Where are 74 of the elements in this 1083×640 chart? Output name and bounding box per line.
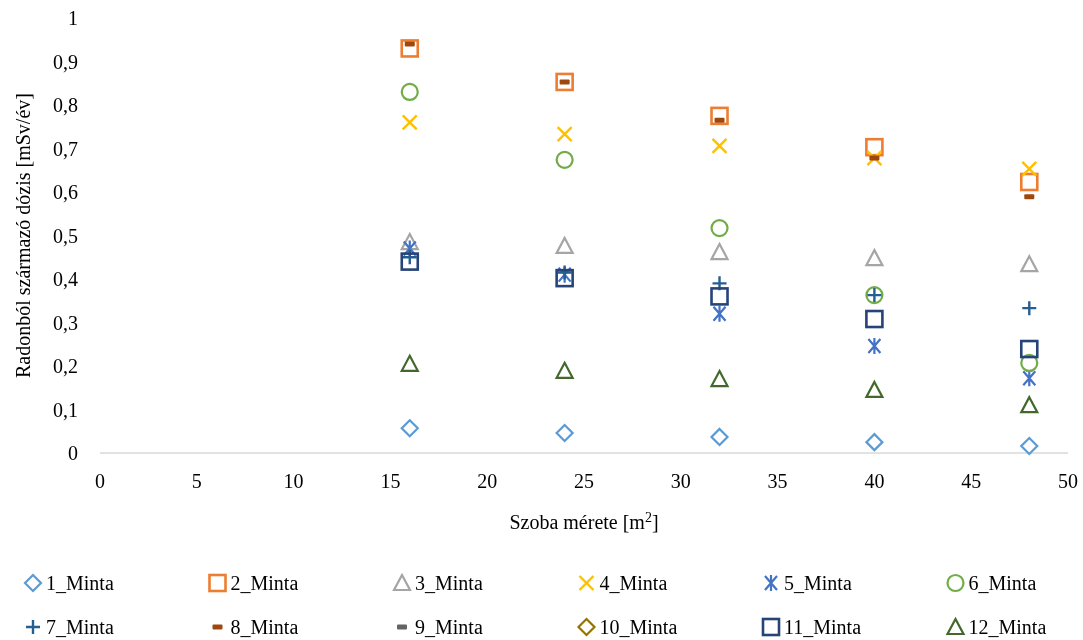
legend-label: 5_Minta (784, 572, 852, 594)
point (1020, 436, 1039, 456)
y-axis-title: Radonból származó dózis [mSv/év] (12, 93, 34, 378)
point (710, 242, 729, 261)
point (712, 304, 727, 323)
x-tick-label: 5 (191, 470, 202, 492)
point (400, 39, 420, 58)
legend-label: 3_Minta (415, 572, 483, 594)
x-tick-label: 30 (670, 470, 691, 492)
point (555, 72, 574, 92)
y-tick-label: 1 (68, 7, 78, 29)
point (401, 249, 418, 266)
x-tick-label: 35 (767, 470, 788, 492)
y-tick-label: 0,6 (53, 181, 78, 203)
legend-label: 6_Minta (968, 572, 1037, 594)
y-tick-label: 0 (68, 442, 78, 464)
y-tick-label: 0,7 (53, 137, 78, 160)
x-axis-title: Szoba mérete [m$^{2}$] (509, 509, 659, 533)
y-tick-label: 0,2 (53, 355, 78, 377)
point (1022, 369, 1037, 388)
legend-label: 1_Minta (46, 572, 114, 594)
point (400, 354, 419, 372)
point (710, 427, 729, 447)
y-tick-label: 0,3 (53, 311, 78, 334)
point (401, 114, 418, 131)
point (865, 309, 884, 329)
x-tick-label: 20 (477, 470, 498, 492)
point (555, 423, 574, 443)
point (710, 287, 729, 306)
legend-label: 10_Minta (599, 616, 678, 638)
y-tick-label: 0,9 (53, 50, 78, 73)
x-tick-label: 0 (95, 470, 105, 492)
point (555, 236, 574, 255)
point (866, 149, 883, 167)
point (1019, 339, 1039, 359)
legend-label: 9_Minta (415, 616, 483, 638)
y-tick-label: 0,4 (53, 268, 78, 290)
point (556, 125, 573, 143)
point (1021, 160, 1038, 178)
point (555, 150, 574, 169)
x-tick-label: 45 (961, 470, 982, 492)
y-tick-label: 0,1 (53, 398, 78, 421)
y-tick-label: 0,8 (53, 94, 78, 116)
point (1021, 299, 1038, 317)
legend-label: 12_Minta (968, 616, 1047, 638)
point (400, 252, 420, 271)
point (711, 137, 728, 155)
x-tick-label: 50 (1058, 470, 1078, 492)
point (710, 369, 729, 388)
point (865, 433, 884, 452)
point (865, 380, 884, 399)
point (1020, 255, 1039, 273)
point (710, 219, 729, 238)
point (400, 232, 419, 251)
point (400, 82, 419, 102)
point (402, 239, 417, 258)
point (1020, 353, 1039, 373)
point (555, 268, 574, 288)
point (400, 419, 419, 438)
legend-label: 7_Minta (46, 616, 114, 638)
y-tick-label: 0,5 (53, 224, 78, 247)
point (865, 249, 884, 267)
x-tick-label: 40 (864, 470, 885, 492)
point (1020, 396, 1039, 414)
legend-label: 2_Minta (230, 572, 299, 594)
point (710, 106, 729, 126)
point (867, 336, 882, 356)
legend-label: 8_Minta (230, 616, 299, 638)
x-tick-label: 15 (380, 470, 401, 492)
legend-label: 11_Minta (784, 616, 862, 638)
legend-label: 4_Minta (599, 572, 668, 594)
point (555, 361, 574, 379)
x-tick-label: 25 (574, 470, 594, 492)
x-tick-label: 10 (283, 470, 304, 492)
